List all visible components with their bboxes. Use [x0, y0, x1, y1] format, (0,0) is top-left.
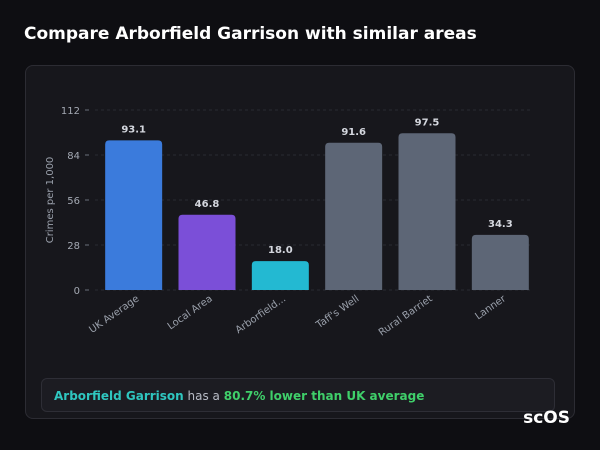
value-label: 97.5 [415, 117, 440, 128]
summary-note: Arborfield Garrison has a 80.7% lower th… [41, 378, 555, 412]
y-tick-label: 0 [74, 286, 80, 297]
value-label: 18.0 [268, 245, 293, 256]
note-text: has a [187, 389, 220, 403]
y-tick-label: 84 [67, 151, 80, 162]
x-tick-label: Local Area [166, 293, 215, 332]
value-label: 46.8 [195, 199, 220, 210]
bar [251, 261, 309, 290]
bar [398, 133, 456, 290]
bar [471, 234, 529, 290]
y-tick-label: 56 [67, 196, 80, 207]
bar [105, 140, 163, 290]
x-tick-label: UK Average [87, 293, 141, 335]
value-label: 91.6 [341, 127, 366, 138]
bar [178, 214, 236, 290]
x-tick-label: Rural Barriet [377, 293, 435, 338]
note-highlight: 80.7% lower than UK average [223, 389, 425, 403]
page-title: Compare Arborfield Garrison with similar… [24, 24, 477, 44]
note-subject: Arborfield Garrison [54, 389, 184, 403]
y-tick-label: 112 [61, 106, 80, 117]
x-tick-label: Taff's Well [314, 293, 362, 331]
value-label: 93.1 [121, 124, 146, 135]
y-axis-label: Crimes per 1,000 [45, 157, 56, 244]
y-tick-label: 28 [67, 241, 80, 252]
x-tick-label: Arborfield... [234, 293, 288, 336]
x-tick-label: Lanner [473, 293, 508, 322]
bar [325, 142, 383, 290]
watermark: scOS [523, 408, 570, 428]
value-label: 34.3 [488, 219, 513, 230]
